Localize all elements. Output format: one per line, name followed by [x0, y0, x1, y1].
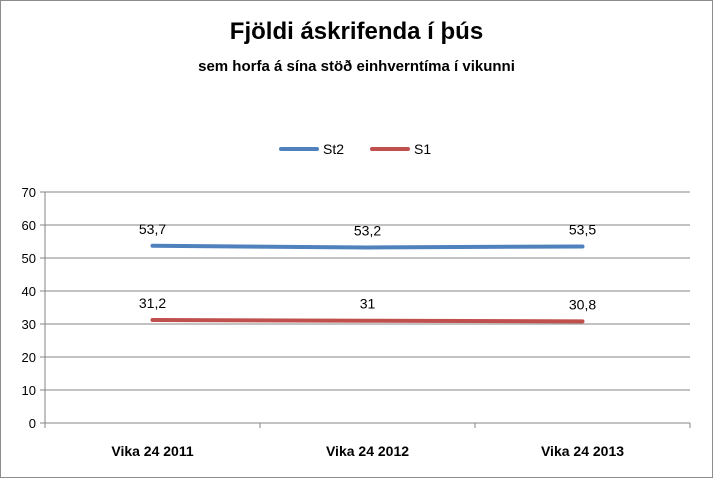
- legend-label: S1: [414, 141, 431, 157]
- gridlines: [40, 191, 691, 428]
- data-label: 30,8: [569, 296, 596, 312]
- y-tick-label: 30: [22, 317, 36, 332]
- legend: St2 S1: [279, 141, 431, 157]
- y-tick-label: 60: [22, 218, 36, 233]
- y-tick-label: 0: [29, 416, 36, 431]
- chart-title: Fjöldi áskrifenda í þús: [229, 18, 484, 45]
- series-line-st2: [150, 243, 585, 250]
- data-label: 53,5: [569, 221, 596, 237]
- series-lines: [150, 243, 585, 324]
- x-axis-categories: Vika 24 2011 Vika 24 2012 Vika 24 2013: [111, 443, 624, 459]
- y-tick-label: 20: [22, 350, 36, 365]
- y-tick-label: 10: [22, 383, 36, 398]
- data-labels: 53,7 53,2 53,5 31,2 31 30,8: [139, 221, 596, 313]
- chart-subtitle: sem horfa á sína stöð einhverntíma í vik…: [198, 58, 515, 75]
- data-label: 53,2: [354, 222, 381, 238]
- data-label: 31,2: [139, 295, 166, 311]
- data-label: 53,7: [139, 221, 166, 237]
- y-tick-label: 40: [22, 284, 36, 299]
- y-tick-label: 70: [22, 185, 36, 200]
- y-tick-label: 50: [22, 251, 36, 266]
- x-category-label: Vika 24 2011: [111, 443, 193, 459]
- x-category-label: Vika 24 2012: [326, 443, 409, 459]
- data-label: 31: [360, 296, 376, 312]
- x-category-label: Vika 24 2013: [541, 443, 624, 459]
- legend-label: St2: [323, 141, 344, 157]
- y-axis-ticks: 0 10 20 30 40 50 60 70: [22, 185, 36, 431]
